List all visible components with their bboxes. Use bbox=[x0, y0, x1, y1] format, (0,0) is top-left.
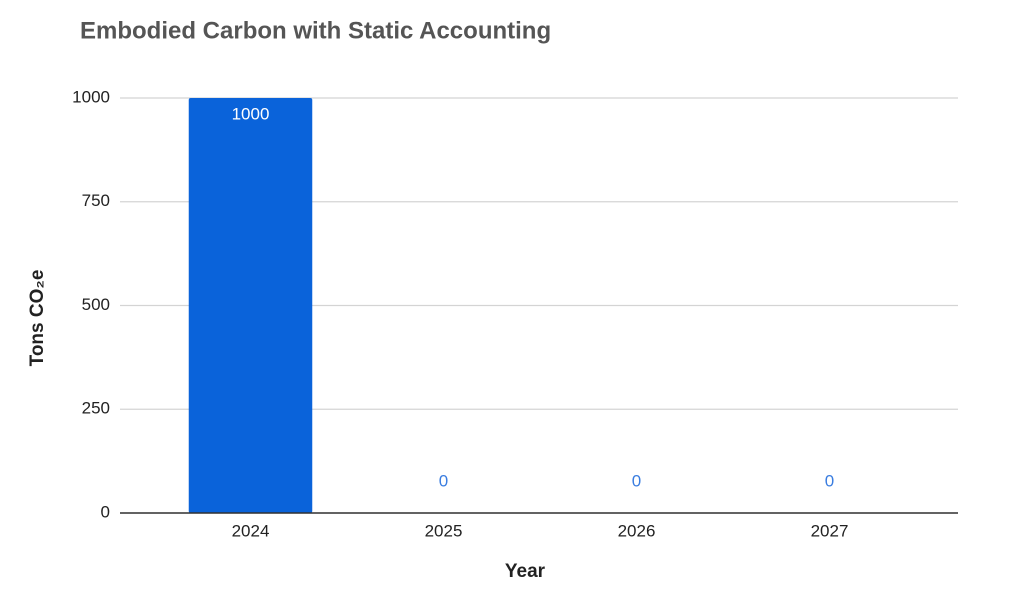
x-tick-label: 2024 bbox=[232, 521, 270, 540]
y-axis-title: Tons CO₂e bbox=[27, 270, 48, 367]
y-tick-label: 1000 bbox=[72, 87, 110, 106]
x-axis-title: Year bbox=[505, 561, 546, 582]
x-tick-label: 2025 bbox=[425, 521, 463, 540]
y-tick-label: 250 bbox=[82, 399, 110, 418]
y-tick-label: 500 bbox=[82, 295, 110, 314]
chart-title: Embodied Carbon with Static Accounting bbox=[80, 17, 551, 44]
y-tick-label: 750 bbox=[82, 191, 110, 210]
data-label: 0 bbox=[439, 471, 448, 490]
x-tick-label: 2026 bbox=[618, 521, 656, 540]
bar bbox=[188, 98, 313, 513]
y-tick-label: 0 bbox=[101, 502, 110, 521]
data-label: 0 bbox=[825, 471, 834, 490]
x-tick-label: 2027 bbox=[811, 521, 849, 540]
data-label: 1000 bbox=[232, 104, 270, 123]
data-label: 0 bbox=[632, 471, 641, 490]
